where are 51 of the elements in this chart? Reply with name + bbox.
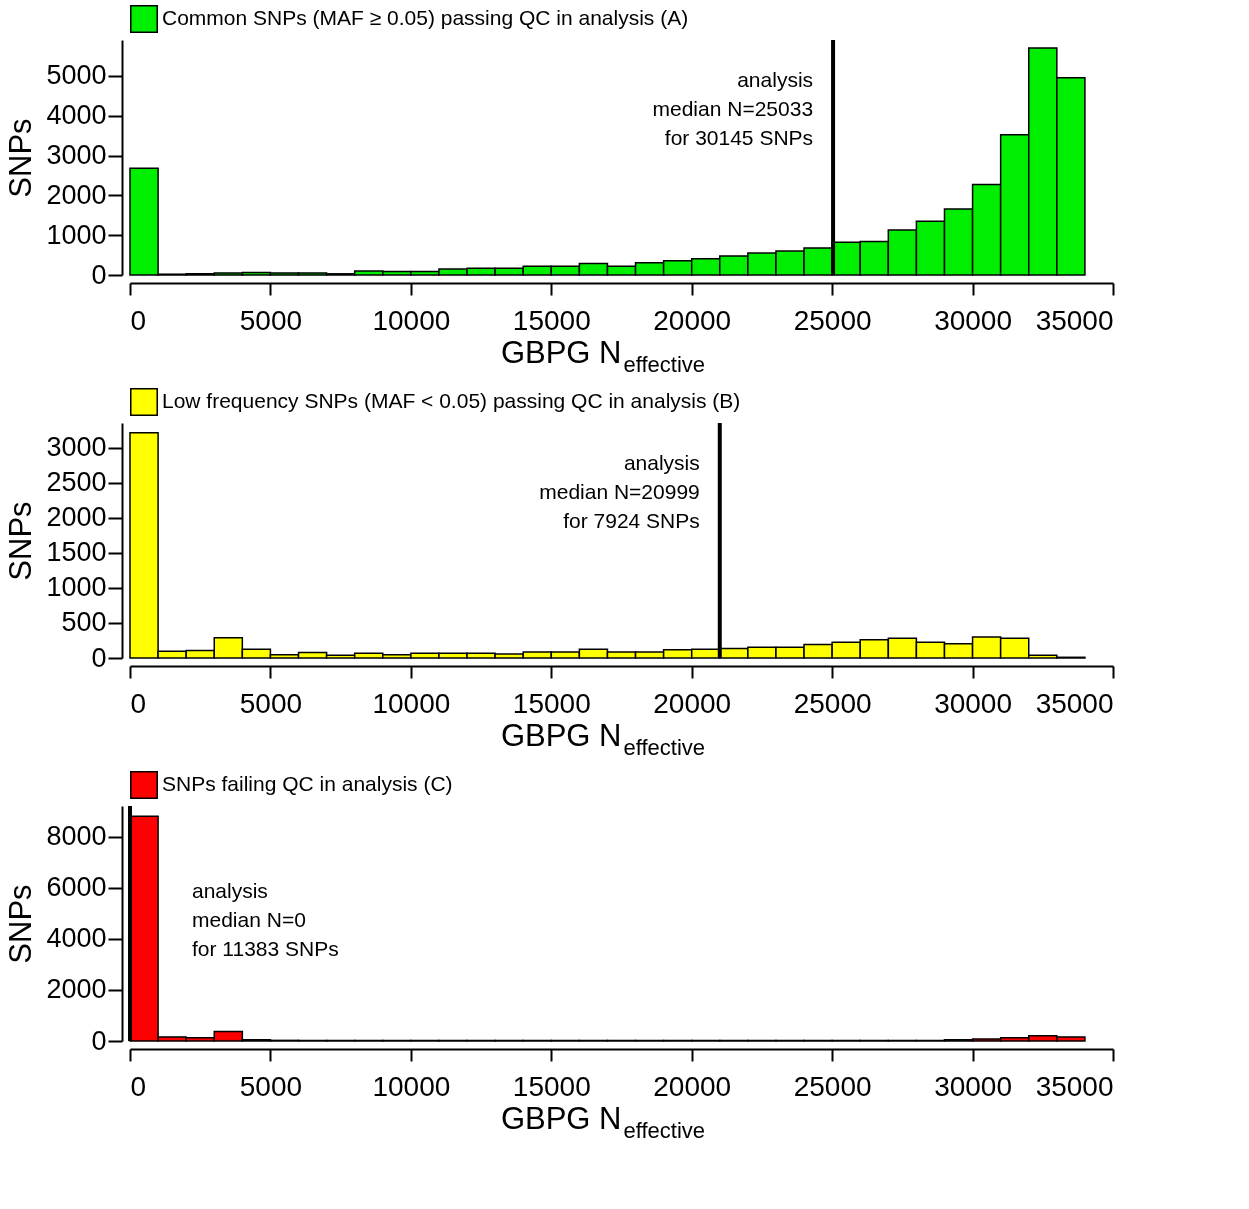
y-tick-label: 5000 <box>46 60 107 91</box>
legend-label: Common SNPs (MAF ≥ 0.05) passing QC in analysis (A) <box>162 6 689 29</box>
x-tick-label: 15000 <box>512 687 591 719</box>
x-tick-label: 0 <box>130 1070 147 1102</box>
x-tick-label: 30000 <box>934 1070 1013 1102</box>
x-tick-label: 25000 <box>793 1070 872 1102</box>
annotation: analysis median N=25033 for 30145 SNPs <box>652 68 814 149</box>
x-tick-label: 20000 <box>653 1070 732 1102</box>
x-tick-label: 35000 <box>1035 304 1114 336</box>
x-tick-label: 5000 <box>239 1070 303 1102</box>
x-tick-label: 25000 <box>793 687 872 719</box>
x-tick-label: 0 <box>130 304 147 336</box>
y-tick-label: 3000 <box>46 432 107 463</box>
y-tick-label: 0 <box>91 1025 107 1056</box>
x-tick-label: 20000 <box>653 304 732 336</box>
legend-label: SNPs failing QC in analysis (C) <box>162 772 453 795</box>
x-tick-label: 30000 <box>934 304 1013 336</box>
y-tick-label: 8000 <box>46 821 107 852</box>
y-tick-label: 4000 <box>46 923 107 954</box>
y-tick-label: 6000 <box>46 872 107 903</box>
y-tick-label: 2000 <box>46 974 107 1005</box>
x-tick-label: 10000 <box>372 687 451 719</box>
y-tick-label: 2500 <box>46 467 107 498</box>
annotation: analysis median N=20999 for 7924 SNPs <box>539 451 700 532</box>
x-tick-label: 15000 <box>512 304 591 336</box>
y-tick-label: 4000 <box>46 100 107 131</box>
x-tick-label: 10000 <box>372 1070 451 1102</box>
x-tick-label: 35000 <box>1035 687 1114 719</box>
y-axis-title: SNPs <box>3 118 39 198</box>
y-tick-label: 0 <box>91 642 107 673</box>
x-tick-label: 0 <box>130 687 147 719</box>
y-tick-label: 1000 <box>46 219 107 250</box>
x-tick-label: 5000 <box>239 304 303 336</box>
legend-label: Low frequency SNPs (MAF < 0.05) passing QC in analysis (B) <box>162 389 741 412</box>
x-tick-label: 20000 <box>653 687 732 719</box>
x-tick-label: 25000 <box>793 304 872 336</box>
x-tick-label: 35000 <box>1035 1070 1114 1102</box>
annotation: analysis median N=0 for 11383 SNPs <box>192 879 339 960</box>
y-tick-label: 2000 <box>46 179 107 210</box>
y-tick-label: 2000 <box>46 502 107 533</box>
x-tick-label: 15000 <box>512 1070 591 1102</box>
y-tick-label: 500 <box>61 607 107 638</box>
x-tick-label: 10000 <box>372 304 451 336</box>
y-tick-label: 1000 <box>46 572 107 603</box>
y-tick-label: 3000 <box>46 140 107 171</box>
x-tick-label: 5000 <box>239 687 303 719</box>
x-tick-label: 30000 <box>934 687 1013 719</box>
y-axis-title: SNPs <box>3 884 39 964</box>
y-tick-label: 1500 <box>46 537 107 568</box>
y-tick-label: 0 <box>91 259 107 290</box>
y-axis-title: SNPs <box>3 501 39 581</box>
